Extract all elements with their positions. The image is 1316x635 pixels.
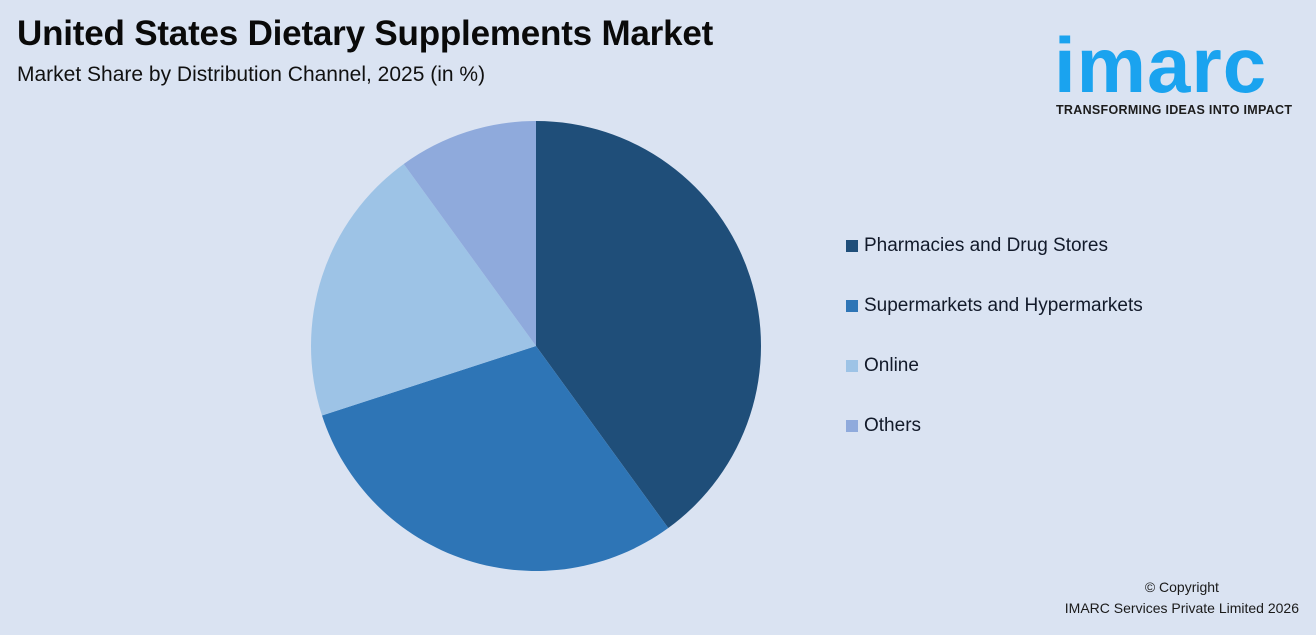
legend-label: Pharmacies and Drug Stores bbox=[864, 235, 1108, 256]
pie-slice-online bbox=[311, 163, 536, 416]
legend-item-online: Online bbox=[846, 354, 1143, 378]
legend-swatch bbox=[846, 420, 858, 432]
chart-subtitle: Market Share by Distribution Channel, 20… bbox=[17, 63, 486, 86]
legend-item-others: Others bbox=[846, 414, 1143, 438]
pie-slice-pharmacies-and-drug-stores bbox=[536, 121, 761, 529]
logo-wordmark: imarc bbox=[1054, 21, 1268, 109]
legend-item-supermarkets: Supermarkets and Hypermarkets bbox=[846, 294, 1143, 318]
copyright-notice: © Copyright IMARC Services Private Limit… bbox=[1065, 577, 1299, 619]
legend-label: Supermarkets and Hypermarkets bbox=[864, 295, 1143, 316]
chart-title: United States Dietary Supplements Market bbox=[17, 14, 714, 53]
legend-label: Others bbox=[864, 415, 922, 436]
legend-swatch bbox=[846, 300, 858, 312]
copyright-line-1: © Copyright bbox=[1144, 579, 1219, 595]
pie-slice-others bbox=[403, 121, 536, 346]
chart-legend: Pharmacies and Drug Stores Supermarkets … bbox=[846, 234, 1143, 474]
imarc-logo: imarc TRANSFORMING IDEAS INTO IMPACT bbox=[1050, 8, 1310, 123]
legend-swatch bbox=[846, 240, 858, 252]
copyright-line-2: IMARC Services Private Limited 2026 bbox=[1064, 600, 1299, 616]
pie-slice-supermarkets-and-hypermarkets bbox=[322, 346, 669, 571]
legend-label: Online bbox=[864, 355, 919, 376]
legend-item-pharmacies: Pharmacies and Drug Stores bbox=[846, 234, 1143, 258]
legend-swatch bbox=[846, 360, 858, 372]
logo-tagline: TRANSFORMING IDEAS INTO IMPACT bbox=[1056, 103, 1293, 117]
pie-chart bbox=[311, 121, 761, 571]
